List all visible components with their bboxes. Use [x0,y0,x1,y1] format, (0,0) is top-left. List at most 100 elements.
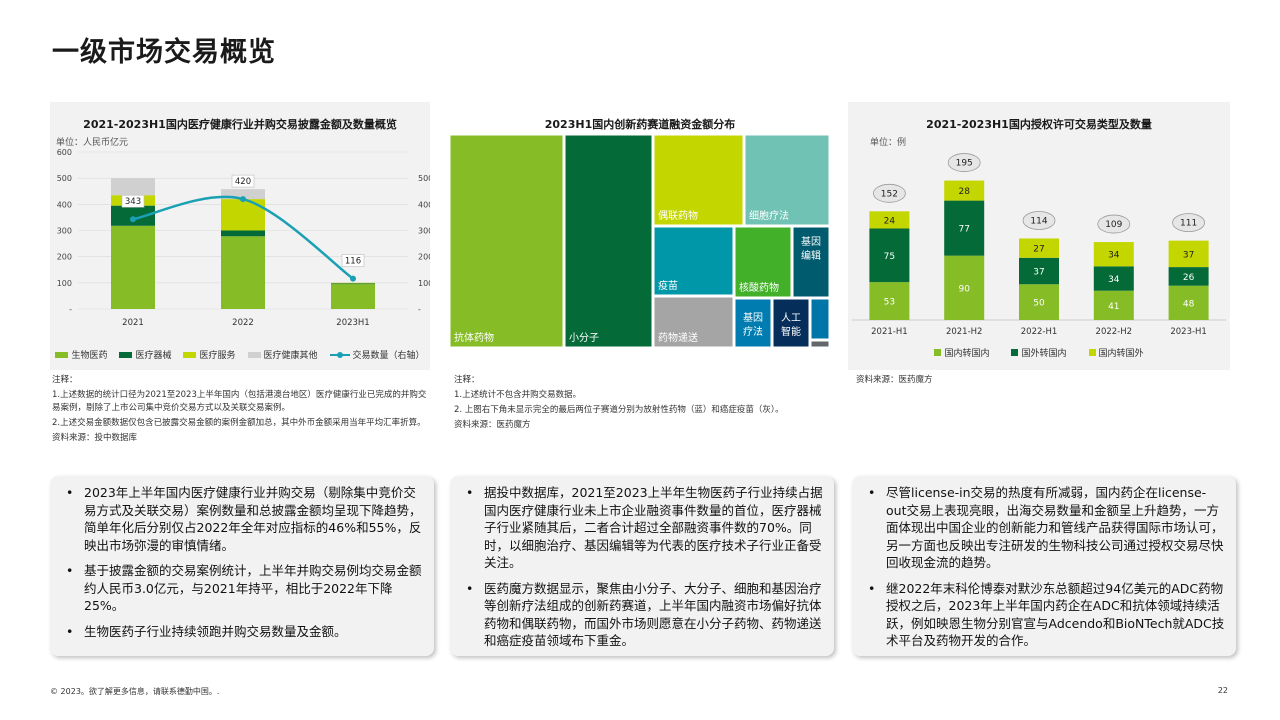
treemap-label: 编辑 [801,249,821,262]
bar-segment [331,283,375,285]
bullet-item: 生物医药子行业持续领跑并购交易数量及金额。 [64,623,424,641]
line-value-box [231,174,255,188]
bar-value-label: 26 [1183,273,1195,283]
bar-segment [221,189,265,200]
bar-value-label: 37 [1033,268,1044,278]
summary-card-ma: 2023年上半年国内医疗健康行业并购交易（剔除集中竞价交易方式及关联交易）案例数… [50,476,434,656]
notes-ma-line2: 2.上述交易金额数据仅包含已披露交易金额的案例金额加总，其中外币金额采用当年平均… [52,418,426,428]
bar-segment [1093,266,1134,291]
bar-value-label: 24 [884,216,896,226]
x-tick-label: 2022-H2 [1096,327,1133,337]
notes-treemap-source: 资料来源：医药魔方 [454,420,531,430]
treemap-title: 2023H1国内创新药赛道融资金额分布 [544,118,736,131]
y-tick-label: 600 [57,148,72,157]
bullet-item: 2023年上半年国内医疗健康行业并购交易（剔除集中竞价交易方式及关联交易）案例数… [64,484,424,554]
treemap-label: 核酸药物 [739,281,779,294]
y-tick-label: 200 [57,253,72,262]
line-value-label: 343 [125,197,141,207]
bar-segment [221,230,265,237]
total-label: 152 [881,189,898,199]
y-tick-label: 500 [57,174,72,183]
line-point [240,196,246,203]
bar-segment [1019,284,1059,320]
bar-segment [111,225,155,309]
x-tick-label: 2022 [232,318,254,328]
bar-value-label: 90 [958,284,970,294]
legend-line: 交易数量（右轴） [352,351,425,361]
bullet-item: 基于披露金额的交易案例统计，上半年并购交易例均交易金额约人民币3.0亿元，与20… [64,562,424,615]
bar-segment [869,228,910,283]
bar-segment [221,236,265,309]
legend-other: 医疗健康其他 [263,351,318,361]
bar-value-label: 34 [1108,275,1120,285]
license-chart-svg: 53 75 24 152 2021-H1 90 77 28 195 2021-H2 50 37 27 11… [852,153,1226,337]
treemap-label: 疫苗 [658,279,678,292]
bar-segment [1168,240,1209,268]
bar-segment [944,200,985,256]
line-value-label: 420 [235,177,251,187]
bar-value-label: 37 [1183,250,1194,260]
treemap-cell [734,298,772,348]
y-tick-label: 300 [57,227,72,236]
treemap-label: 疗法 [743,325,763,338]
y-tick-label: 100 [57,279,72,288]
notes-ma-head: 注释： [52,375,78,385]
bar-segment [331,282,375,284]
license-chart-title: 2021-2023H1国内授权许可交易类型及数量 [926,118,1152,131]
treemap-cell [810,340,830,348]
notes-ma-source: 资料来源：投中数据库 [52,433,138,443]
x-tick-label: 2022-H1 [1021,327,1058,337]
bar-value-label: 28 [958,187,970,197]
y2-tick-label: 500 [418,174,430,183]
total-bubble [1097,214,1131,234]
notes-treemap-line2: 2. 上图右下角未显示完全的最后两位子赛道分别为放射性药物（蓝）和癌症疫苗（灰）… [454,405,784,415]
treemap-cell [734,226,792,298]
ma-chart-panel: 2021-2023H1国内医疗健康行业并购交易披露金额及数量概览 单位：人民币亿… [50,102,430,370]
ma-chart-unit: 单位：人民币亿元 [56,138,129,148]
page-title: 一级市场交易概览 [52,37,276,68]
y2-tick-label: 300 [418,227,430,236]
x-tick-label: 2021 [122,318,144,328]
total-bubble [1172,213,1206,233]
footer-copyright: © 2023。欲了解更多信息，请联系德勤中国。. [50,687,220,696]
line-point [350,275,356,282]
treemap-cell [744,134,830,226]
treemap-cell [810,298,830,340]
treemap-label: 基因 [801,235,821,248]
bullet-item: 医药魔方数据显示，聚焦由小分子、大分子、细胞和基因治疗等创新疗法组成的创新药赛道… [464,580,824,650]
license-chart-legend: 国内转国内 国外转国内 国内转国外 [848,346,1230,359]
line-value-box [121,194,145,208]
notes-treemap-line1: 1.上述统计不包含并购交易数据。 [454,390,582,400]
x-tick-label: 2023H1 [336,318,369,328]
notes-treemap: 注释： 1.上述统计不包含并购交易数据。 2. 上图右下角未显示完全的最后两位子… [454,374,826,434]
ma-chart-title: 2021-2023H1国内医疗健康行业并购交易披露金额及数量概览 [83,118,397,131]
legend-domestic-foreign: 国内转国外 [1098,349,1144,359]
legend-device: 医疗器械 [135,351,172,361]
bullet-item: 据投中数据库，2021至2023上半年生物医药子行业持续占据国内医疗健康行业未上… [464,484,824,572]
notes-license-source: 资料来源：医药魔方 [856,375,933,385]
summary-card-licensing: 尽管license-in交易的热度有所减弱，国内药企在license-out交易… [852,476,1236,656]
treemap-label: 人工 [781,312,801,324]
y2-tick-label: 200 [418,253,430,262]
treemap-cell [653,226,734,296]
bar-segment [1168,285,1209,320]
line-value-box [341,254,365,267]
bullet-item: 尽管license-in交易的热度有所减弱，国内药企在license-out交易… [866,484,1226,572]
notes-treemap-head: 注释： [454,375,480,385]
license-chart-panel: 2021-2023H1国内授权许可交易类型及数量 单位：例 53 75 24 152 2… [848,102,1230,370]
bar-segment [1019,257,1059,285]
bar-value-label: 77 [958,225,969,235]
bar-value-label: 50 [1033,299,1045,309]
bar-segment [869,282,910,320]
treemap-label: 基因 [743,311,763,324]
y2-tick-label: - [418,305,421,314]
bar-value-label: 41 [1108,302,1119,312]
treemap-cell [653,134,744,226]
line-point [130,216,136,223]
license-chart-unit: 单位：例 [870,138,907,148]
total-bubble [1022,211,1056,230]
legend-foreign-domestic: 国外转国内 [1021,349,1067,359]
bar-segment [944,180,985,201]
notes-ma-line1: 1.上述数据的统计口径为2021至2023上半年国内（包括港澳台地区）医疗健康行… [52,390,427,413]
bar-segment [111,205,155,226]
